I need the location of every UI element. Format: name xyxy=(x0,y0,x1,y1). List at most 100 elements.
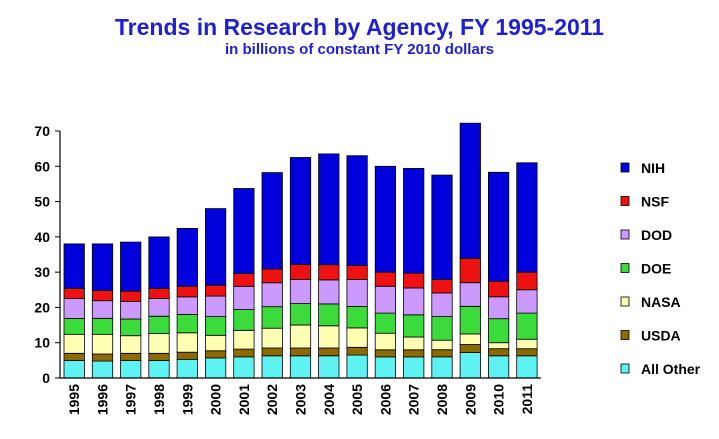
bar-segment-nasa-1996 xyxy=(91,333,114,355)
bar-segment-nasa-1997 xyxy=(120,335,142,354)
bar-segment-dod-2011 xyxy=(516,289,538,314)
y-tick-label: 40 xyxy=(34,229,50,245)
bar-segment-doe-2003 xyxy=(289,303,312,326)
chart-subtitle: in billions of constant FY 2010 dollars xyxy=(225,41,494,58)
bar-segment-doe-1998 xyxy=(148,315,170,334)
y-tick-label: 10 xyxy=(34,335,50,351)
legend-label-dod: DOD xyxy=(641,227,672,243)
bar-segment-nsf-2002 xyxy=(261,268,283,284)
bar-segment-doe-1999 xyxy=(176,314,198,334)
bar-segment-usda-1998 xyxy=(148,352,170,361)
y-tick-label: 60 xyxy=(34,158,50,174)
bar-segment-all-other-2009 xyxy=(459,352,481,379)
bar-segment-doe-2009 xyxy=(459,305,481,335)
bar-segment-dod-2000 xyxy=(204,295,227,318)
bar-segment-all-other-2000 xyxy=(204,357,227,379)
legend-label-nih: NIH xyxy=(641,160,665,176)
x-tick-label: 2003 xyxy=(293,384,309,415)
bar-segment-usda-2010 xyxy=(487,348,510,357)
bar-segment-nsf-2009 xyxy=(459,257,481,284)
legend-swatch-all-other xyxy=(620,363,630,374)
legend-swatch-doe xyxy=(620,263,630,273)
bar-segment-dod-2007 xyxy=(403,287,425,316)
bar-segment-dod-2001 xyxy=(233,285,255,310)
y-tick-label: 0 xyxy=(42,370,50,386)
legend-swatch-nih xyxy=(620,162,630,173)
x-tick-label: 1995 xyxy=(66,384,82,415)
bar-segment-doe-2002 xyxy=(261,306,283,329)
bar-segment-nsf-1998 xyxy=(148,287,170,299)
bar-segment-dod-2010 xyxy=(487,296,510,320)
bar-segment-usda-1999 xyxy=(176,351,198,360)
bar-segment-dod-2002 xyxy=(261,282,283,308)
y-tick-label: 70 xyxy=(34,123,50,139)
bar-segment-nih-2005 xyxy=(346,155,368,266)
x-tick-label: 2007 xyxy=(406,384,422,415)
bar-segment-nih-1999 xyxy=(176,227,198,287)
bar-segment-usda-2011 xyxy=(516,348,538,357)
bar-segment-all-other-2001 xyxy=(233,356,255,379)
bar-segment-doe-2005 xyxy=(346,305,368,329)
x-tick-label: 2005 xyxy=(349,384,365,415)
bar-segment-all-other-1999 xyxy=(176,358,198,379)
bar-segment-nih-2003 xyxy=(289,157,312,265)
bar-segment-all-other-2005 xyxy=(346,354,368,379)
bar-segment-nasa-2006 xyxy=(374,332,397,351)
bar-segment-all-other-1996 xyxy=(91,360,114,379)
legend-swatch-nasa xyxy=(620,296,630,307)
y-tick-label: 50 xyxy=(34,194,50,210)
axes: 1995 1996 1997 1998 1999 2000 2001 2002 2003 2004… xyxy=(34,123,541,415)
bar-segment-nasa-2002 xyxy=(261,327,283,349)
bar-segment-nsf-1996 xyxy=(91,290,114,302)
bar-segment-doe-2006 xyxy=(374,312,397,334)
plot-area xyxy=(63,122,538,379)
bar-segment-nasa-2010 xyxy=(487,342,510,350)
bar-segment-nasa-2003 xyxy=(289,324,312,349)
legend-swatch-usda xyxy=(620,330,630,340)
bar-segment-all-other-2002 xyxy=(261,355,283,379)
x-tick-label: 2010 xyxy=(491,384,507,415)
bar-segment-all-other-2004 xyxy=(318,355,340,379)
bar-segment-dod-1996 xyxy=(91,300,114,319)
bar-segment-nih-2004 xyxy=(318,153,340,266)
bar-segment-nsf-1999 xyxy=(176,285,198,298)
bar-segment-nasa-1999 xyxy=(176,332,198,353)
bar-segment-all-other-2010 xyxy=(487,355,510,379)
legend-swatch-nsf xyxy=(620,196,630,206)
bar-segment-all-other-2011 xyxy=(516,355,538,379)
bar-segment-usda-2002 xyxy=(261,347,283,357)
bar-segment-nih-2001 xyxy=(233,188,255,274)
bar-segment-dod-2008 xyxy=(431,292,453,318)
bar-segment-nasa-2001 xyxy=(233,329,255,350)
bar-segment-usda-2000 xyxy=(204,350,227,359)
bar-segment-nsf-2008 xyxy=(431,279,453,294)
bar-segment-nsf-2011 xyxy=(516,271,538,291)
bar-segment-all-other-1998 xyxy=(148,359,170,379)
bar-segment-usda-2003 xyxy=(289,347,312,357)
bar-segment-nih-2000 xyxy=(204,208,227,286)
bar-segment-doe-1995 xyxy=(63,317,85,335)
bar-segment-nih-2011 xyxy=(516,162,538,273)
x-tick-label: 2001 xyxy=(236,384,252,415)
bar-segment-doe-2008 xyxy=(431,316,453,341)
bar-segment-all-other-2008 xyxy=(431,356,453,379)
bar-segment-dod-2005 xyxy=(346,279,368,307)
bar-segment-usda-2007 xyxy=(403,349,425,358)
legend-label-usda: USDA xyxy=(641,328,681,344)
bar-segment-all-other-2006 xyxy=(374,356,397,379)
bar-segment-nasa-2000 xyxy=(204,334,227,352)
bar-segment-usda-2009 xyxy=(459,344,481,354)
x-tick-label: 2008 xyxy=(434,384,450,415)
bar-segment-doe-2010 xyxy=(487,318,510,344)
bar-segment-nsf-2000 xyxy=(204,284,227,297)
bar-segment-nih-2010 xyxy=(487,171,510,282)
bar-segment-dod-1997 xyxy=(120,300,142,320)
bar-segment-nasa-2005 xyxy=(346,327,368,348)
bar-segment-doe-2007 xyxy=(403,314,425,338)
x-tick-label: 1999 xyxy=(179,384,195,415)
bar-segment-nih-2008 xyxy=(431,174,453,280)
bar-segment-nasa-1998 xyxy=(148,333,170,354)
bar-segment-doe-1996 xyxy=(91,317,114,335)
x-tick-label: 2006 xyxy=(377,384,393,415)
